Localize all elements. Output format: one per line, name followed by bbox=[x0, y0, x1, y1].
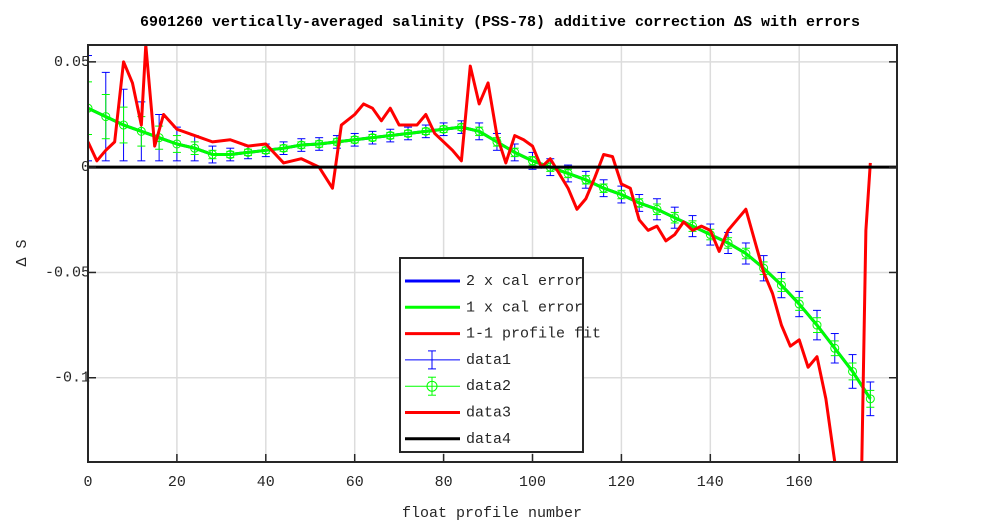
x-tick-label: 140 bbox=[697, 474, 724, 491]
x-tick-label: 20 bbox=[168, 474, 186, 491]
error-bar bbox=[866, 389, 875, 408]
marker bbox=[812, 320, 822, 330]
marker bbox=[848, 366, 858, 376]
marker bbox=[385, 131, 395, 141]
marker bbox=[776, 280, 786, 290]
error-bar bbox=[119, 106, 128, 144]
x-tick-label: 0 bbox=[83, 474, 92, 491]
marker bbox=[421, 126, 431, 136]
error-bar bbox=[88, 55, 92, 162]
error-bar bbox=[848, 362, 857, 381]
x-tick-label: 60 bbox=[346, 474, 364, 491]
marker bbox=[670, 213, 680, 223]
marker bbox=[439, 124, 449, 134]
legend-label: 1 x cal error bbox=[466, 299, 583, 316]
marker bbox=[367, 133, 377, 143]
marker bbox=[88, 103, 93, 113]
x-tick-label: 40 bbox=[257, 474, 275, 491]
marker bbox=[190, 143, 200, 153]
y-tick-label: 0 bbox=[81, 159, 90, 176]
marker bbox=[599, 183, 609, 193]
error-bar bbox=[88, 81, 92, 136]
marker bbox=[652, 204, 662, 214]
error-bar bbox=[172, 135, 181, 153]
marker bbox=[563, 168, 573, 178]
marker bbox=[350, 135, 360, 145]
x-tick-label: 120 bbox=[608, 474, 635, 491]
marker bbox=[865, 394, 875, 404]
legend-label: data3 bbox=[466, 404, 511, 421]
legend-swatch bbox=[426, 380, 438, 392]
marker bbox=[403, 128, 413, 138]
y-tick-label: -0.05 bbox=[45, 264, 90, 281]
marker bbox=[243, 147, 253, 157]
marker bbox=[314, 139, 324, 149]
y-tick-label: -0.1 bbox=[54, 370, 90, 387]
marker bbox=[830, 343, 840, 353]
x-tick-label: 160 bbox=[786, 474, 813, 491]
legend-label: data2 bbox=[466, 378, 511, 395]
legend-label: 2 x cal error bbox=[466, 273, 583, 290]
marker bbox=[101, 112, 111, 122]
error-bar bbox=[830, 340, 839, 357]
error-bar bbox=[812, 317, 821, 333]
y-axis-label: Δ S bbox=[14, 239, 31, 266]
line bbox=[88, 45, 872, 462]
x-tick-label: 80 bbox=[435, 474, 453, 491]
error-bar bbox=[101, 93, 110, 140]
chart-title: 6901260 vertically-averaged salinity (PS… bbox=[140, 14, 860, 31]
y-tick-label: 0.05 bbox=[54, 54, 90, 71]
legend-label: data1 bbox=[466, 352, 511, 369]
legend-label: data4 bbox=[466, 431, 511, 448]
marker bbox=[794, 299, 804, 309]
x-tick-label: 100 bbox=[519, 474, 546, 491]
marker bbox=[225, 150, 235, 160]
plot bbox=[88, 45, 897, 462]
marker bbox=[474, 126, 484, 136]
marker bbox=[207, 150, 217, 160]
legend-box bbox=[399, 257, 584, 453]
axes: 0 20 40 60 80 100 120 140 160 -0.1 -0.05 0 0.05 bbox=[45, 54, 897, 491]
axes-box bbox=[87, 44, 898, 463]
marker bbox=[119, 120, 129, 130]
marker bbox=[296, 140, 306, 150]
marker bbox=[136, 126, 146, 136]
marker bbox=[581, 175, 591, 185]
marker bbox=[741, 249, 751, 258]
marker bbox=[279, 143, 289, 153]
marker bbox=[528, 156, 538, 166]
marker bbox=[172, 139, 182, 149]
x-axis-label: float profile number bbox=[402, 505, 582, 522]
legend: 2 x cal error 1 x cal error 1-1 profile fi… bbox=[399, 257, 601, 453]
marker bbox=[616, 190, 626, 200]
legend-label: 1-1 profile fit bbox=[466, 326, 601, 343]
